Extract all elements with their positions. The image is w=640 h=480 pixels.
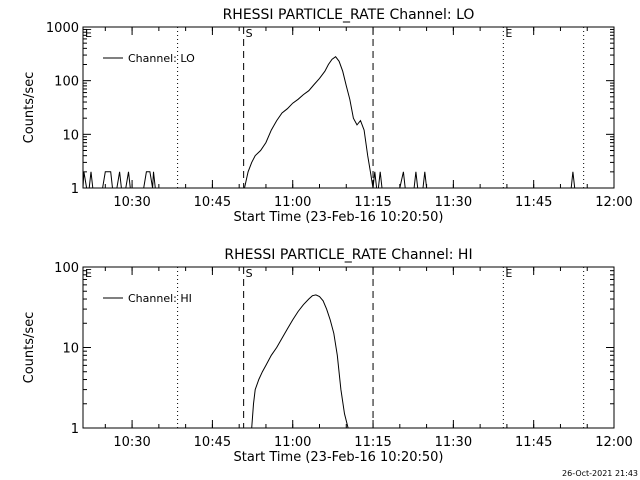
x-tick-label: 11:15 — [354, 195, 391, 210]
y-tick-label: 100 — [54, 261, 79, 276]
x-axis-label: Start Time (23-Feb-16 10:20:50) — [234, 450, 444, 465]
event-marker-label: E — [85, 267, 92, 280]
x-tick-label: 10:30 — [113, 435, 150, 450]
chart-title: RHESSI PARTICLE_RATE Channel: HI — [224, 247, 472, 263]
chart-title: RHESSI PARTICLE_RATE Channel: LO — [223, 7, 475, 23]
series-line — [82, 56, 614, 189]
x-tick-label: 11:15 — [354, 435, 391, 450]
x-tick-label: 11:30 — [435, 195, 472, 210]
x-tick-label: 11:00 — [274, 195, 311, 210]
event-marker-label: S — [246, 267, 253, 280]
x-tick-label: 11:45 — [515, 195, 552, 210]
event-marker-label: E — [505, 27, 512, 40]
x-tick-label: 11:30 — [435, 435, 472, 450]
x-tick-label: 11:00 — [274, 435, 311, 450]
y-tick-label: 1 — [71, 422, 79, 437]
x-tick-label: 12:00 — [595, 195, 632, 210]
legend-label: Channel: LO — [128, 52, 195, 65]
event-marker-label: E — [505, 267, 512, 280]
y-tick-label: 1000 — [46, 21, 79, 36]
x-tick-label: 12:00 — [595, 435, 632, 450]
event-marker-label: E — [85, 27, 92, 40]
lo-channel-panel: RHESSI PARTICLE_RATE Channel: LO 1 10 100 10… — [22, 7, 633, 225]
x-tick-label: 10:45 — [194, 195, 231, 210]
y-axis-label: Counts/sec — [22, 312, 37, 384]
series-line — [251, 294, 349, 429]
y-tick-label: 1 — [71, 182, 79, 197]
x-tick-label: 10:30 — [113, 195, 150, 210]
y-axis-label: Counts/sec — [22, 72, 37, 144]
x-tick-label: 10:45 — [194, 435, 231, 450]
legend-label: Channel: HI — [128, 292, 192, 305]
x-tick-label: 11:45 — [515, 435, 552, 450]
generation-timestamp: 26-Oct-2021 21:43 — [562, 469, 638, 478]
event-marker-label: S — [246, 27, 253, 40]
y-tick-label: 10 — [62, 128, 79, 143]
hi-channel-panel: RHESSI PARTICLE_RATE Channel: HI 1 10 100 Co… — [22, 247, 633, 465]
y-tick-label: 10 — [62, 342, 79, 357]
x-axis-label: Start Time (23-Feb-16 10:20:50) — [234, 210, 444, 225]
y-tick-label: 100 — [54, 75, 79, 90]
